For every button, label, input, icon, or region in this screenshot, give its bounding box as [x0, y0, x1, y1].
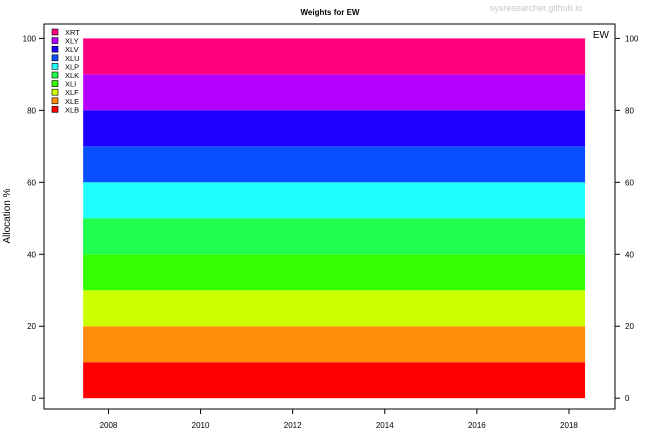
legend-label-xrt: XRT: [65, 28, 80, 37]
legend-label-xlp: XLP: [65, 62, 79, 71]
y-tick-label-right: 100: [625, 34, 639, 43]
legend-label-xlv: XLV: [65, 45, 79, 54]
watermark-text: sysresearcher.github.io: [490, 3, 583, 13]
area-band-xlu: [83, 146, 586, 183]
corner-label: EW: [593, 30, 610, 41]
area-band-xlk: [83, 218, 586, 255]
area-band-xli: [83, 254, 586, 291]
chart-title: Weights for EW: [301, 8, 360, 17]
legend-label-xlf: XLF: [65, 88, 79, 97]
y-tick-label-left: 80: [27, 106, 36, 115]
y-tick-label-left: 20: [27, 322, 36, 331]
x-tick-label: 2008: [100, 421, 118, 430]
area-band-xrt: [83, 38, 586, 75]
x-tick-label: 2010: [192, 421, 210, 430]
legend-swatch-xlf: [51, 88, 59, 96]
legend-swatch-xlk: [51, 71, 59, 79]
y-tick-label-right: 80: [625, 106, 634, 115]
legend-label-xlk: XLK: [65, 71, 79, 80]
area-band-xly: [83, 74, 586, 111]
area-band-xlf: [83, 290, 586, 327]
x-tick-label: 2012: [284, 421, 302, 430]
y-tick-label-left: 40: [27, 250, 36, 259]
y-tick-label-left: 0: [32, 394, 37, 403]
legend-label-xlu: XLU: [65, 54, 80, 63]
legend-label-xle: XLE: [65, 97, 79, 106]
legend-label-xli: XLI: [65, 80, 76, 89]
plot-frame: [43, 23, 616, 410]
y-tick-label-left: 60: [27, 178, 36, 187]
x-tick-label: 2016: [468, 421, 486, 430]
y-tick-label-right: 40: [625, 250, 634, 259]
y-axis-label: Allocation %: [2, 188, 13, 243]
legend-swatch-xly: [51, 37, 59, 44]
axes: 0 0 20 20 40 40 60 60 80 80 100 100 2008 2010 2012 2014…: [23, 34, 639, 430]
y-tick-label-right: 20: [625, 322, 634, 331]
legend-label-xly: XLY: [65, 37, 79, 46]
y-tick-label-right: 0: [625, 394, 630, 403]
legend-swatch-xlb: [51, 106, 59, 113]
area-bands: [83, 38, 586, 399]
legend-swatch-xrt: [51, 28, 59, 36]
legend-swatch-xlp: [51, 63, 59, 70]
legend-swatch-xli: [51, 80, 59, 87]
area-band-xlb: [83, 362, 586, 399]
legend-swatch-xlu: [51, 54, 59, 62]
x-tick-label: 2018: [560, 421, 578, 430]
x-tick-label: 2014: [376, 421, 394, 430]
legend-label-xlb: XLB: [65, 105, 79, 114]
y-tick-label-right: 60: [625, 178, 634, 187]
legend-swatch-xlv: [51, 45, 59, 53]
area-band-xlv: [83, 110, 586, 147]
y-tick-label-left: 100: [23, 34, 37, 43]
area-band-xlp: [83, 182, 586, 219]
legend-swatch-xle: [51, 97, 59, 105]
area-band-xle: [83, 326, 586, 363]
